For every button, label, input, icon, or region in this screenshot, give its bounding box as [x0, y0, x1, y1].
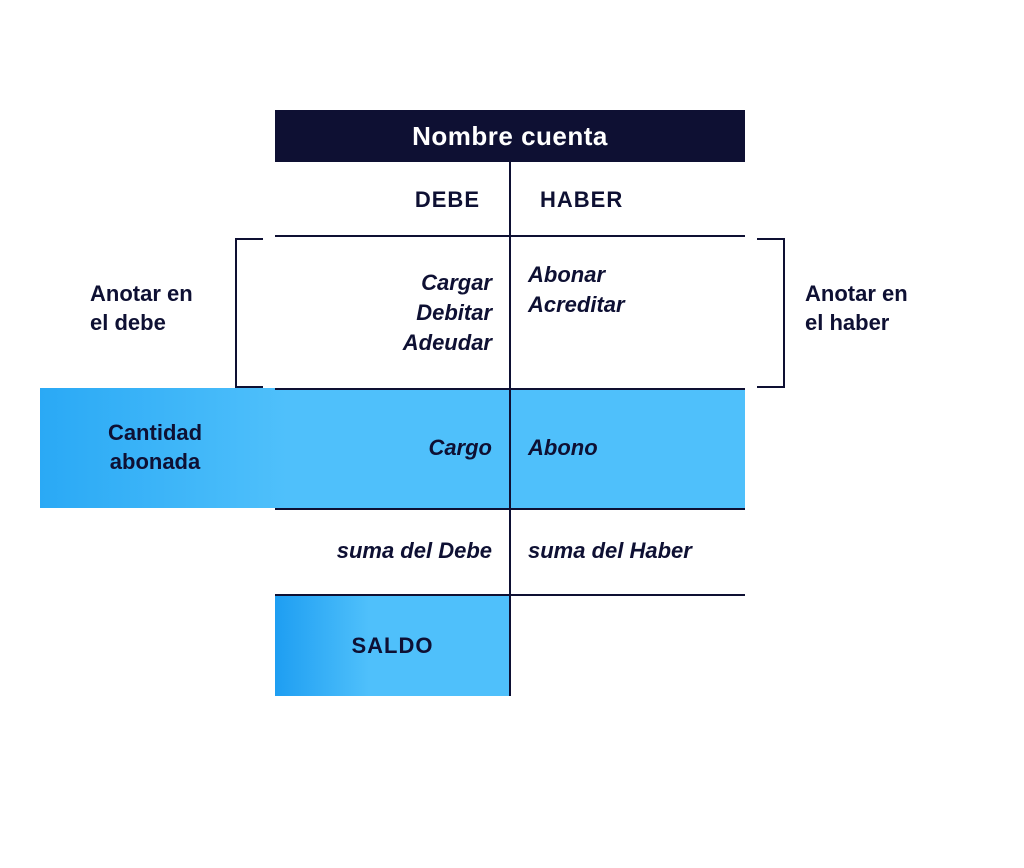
left-top-label-2: el debe: [90, 309, 230, 338]
col-header-haber: HABER: [510, 175, 745, 225]
amount-haber: Abono: [510, 388, 745, 508]
verbs-haber: Abonar Acreditar: [510, 238, 745, 388]
right-top-label-2: el haber: [805, 309, 965, 338]
right-top-label-1: Anotar en: [805, 280, 965, 309]
verbs-debe-2: Debitar: [275, 298, 492, 328]
verbs-debe: Cargar Debitar Adeudar: [275, 238, 510, 388]
sum-haber-text: suma del Haber: [528, 538, 692, 564]
amount-debe-text: Cargo: [428, 435, 492, 461]
verbs-haber-1: Abonar: [528, 260, 745, 290]
col-header-debe-text: DEBE: [415, 187, 480, 213]
verbs-debe-3: Adeudar: [275, 328, 492, 358]
left-top-label-1: Anotar en: [90, 280, 230, 309]
right-top-label: Anotar en el haber: [805, 280, 965, 337]
amount-haber-text: Abono: [528, 435, 598, 461]
col-header-haber-text: HABER: [540, 187, 623, 213]
t-account-diagram: Nombre cuenta DEBE HABER Cargar Debitar …: [0, 0, 1024, 868]
sum-debe: suma del Debe: [275, 508, 510, 594]
saldo-cell: SALDO: [275, 596, 510, 696]
sum-debe-text: suma del Debe: [337, 538, 492, 564]
sum-haber: suma del Haber: [510, 508, 745, 594]
col-header-debe: DEBE: [275, 175, 510, 225]
left-bracket: [235, 238, 263, 388]
amount-debe: Cargo: [275, 388, 510, 508]
title-text: Nombre cuenta: [412, 121, 608, 152]
left-mid-label-1: Cantidad: [108, 419, 202, 448]
verbs-debe-1: Cargar: [275, 268, 492, 298]
left-mid-label-2: abonada: [110, 448, 200, 477]
left-top-label: Anotar en el debe: [90, 280, 230, 337]
right-bracket: [757, 238, 785, 388]
left-mid-label: Cantidad abonada: [55, 388, 255, 508]
verbs-haber-2: Acreditar: [528, 290, 745, 320]
title-bar: Nombre cuenta: [275, 110, 745, 162]
saldo-text: SALDO: [352, 633, 434, 659]
